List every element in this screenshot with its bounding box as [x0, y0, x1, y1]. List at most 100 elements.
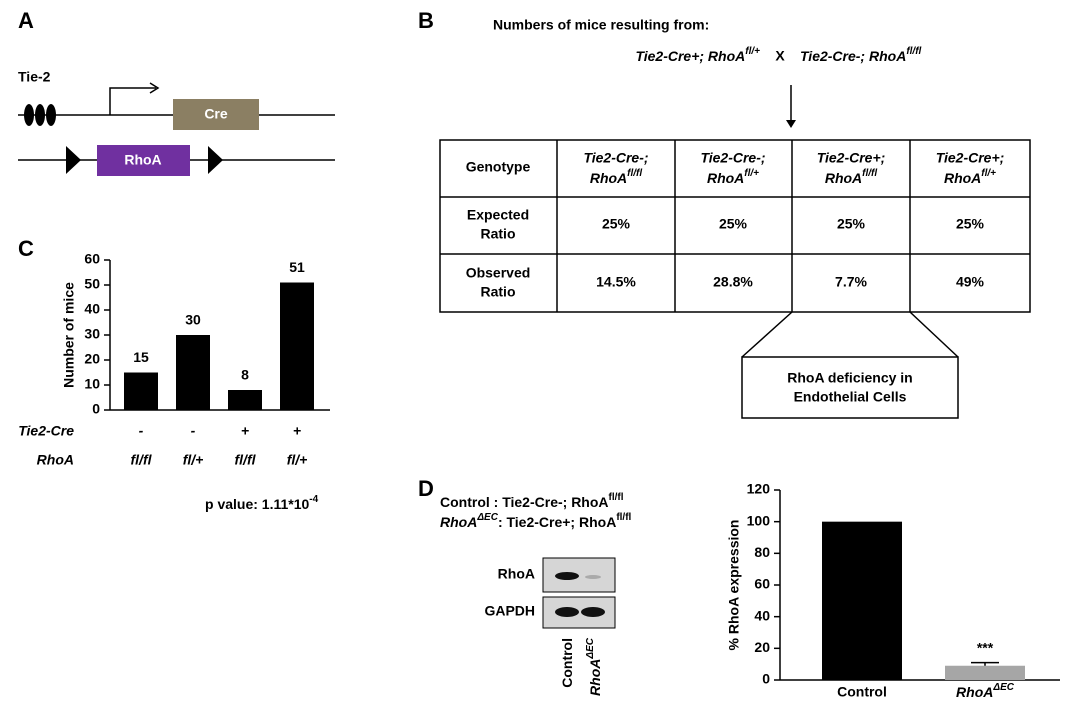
y-tick-label: 40 [754, 607, 770, 623]
bar [228, 390, 262, 410]
lane-label: Control [559, 638, 575, 688]
table-header: RhoAfl/fl [590, 168, 643, 186]
superscript: -4 [309, 494, 318, 505]
lane-label: RhoAΔEC [585, 637, 603, 696]
y-tick-label: 20 [754, 639, 770, 655]
data-label: 8 [241, 367, 249, 383]
tss-arrow [110, 88, 156, 115]
y-tick-label: 100 [747, 512, 771, 528]
band [555, 607, 579, 617]
x-tick-label: - [139, 423, 144, 439]
panel-label: C [18, 236, 34, 261]
row-name: Tie2-Cre [18, 423, 74, 439]
y-tick-label: 0 [92, 401, 100, 417]
row-label: Expected [467, 207, 529, 223]
table-header: Tie2-Cre+; [936, 150, 1005, 166]
text-part: : Tie2-Cre-; RhoA [490, 494, 609, 510]
data-label: 15 [133, 349, 149, 365]
text-part: RhoA [956, 684, 993, 700]
promoter-element [35, 104, 45, 126]
superscript: fl/fl [906, 46, 921, 57]
text-part: RhoA [440, 514, 477, 530]
panel-label: B [418, 8, 434, 33]
superscript: fl/+ [745, 46, 760, 57]
table-header: RhoAfl/fl [825, 168, 878, 186]
superscript: fl/+ [981, 168, 996, 179]
callout-text: Endothelial Cells [794, 389, 907, 405]
loxp-site [66, 146, 81, 174]
superscript: ΔEC [585, 637, 596, 659]
row-name: RhoA [37, 452, 74, 468]
bar [124, 373, 158, 411]
gene-label: Cre [204, 106, 228, 122]
bar [176, 335, 210, 410]
figure: ATie-2CreRhoABNumbers of mice resulting … [0, 0, 1072, 702]
x-tick-label: fl/+ [183, 452, 204, 468]
table-header: Tie2-Cre+; [817, 150, 886, 166]
band [555, 572, 579, 580]
cross-parent: Tie2-Cre-; RhoAfl/fl [800, 46, 922, 64]
bar [945, 666, 1025, 680]
legend-entry: Control : Tie2-Cre-; RhoAfl/fl [440, 492, 624, 510]
superscript: fl/fl [616, 512, 631, 523]
blot-rhoa [543, 558, 615, 592]
text-part: RhoA [587, 659, 603, 696]
y-axis-label: Number of mice [61, 282, 77, 388]
text-part: : Tie2-Cre+; RhoA [498, 514, 616, 530]
text-part: Control [440, 494, 490, 510]
row-label: Ratio [481, 226, 516, 242]
text-part: RhoA [590, 170, 627, 186]
table-header: RhoAfl/+ [707, 168, 759, 186]
y-tick-label: 30 [84, 326, 100, 342]
x-tick-label: + [293, 423, 301, 439]
superscript: ΔEC [992, 682, 1014, 693]
promoter-element [46, 104, 56, 126]
superscript: fl/fl [609, 492, 624, 503]
error-bar [971, 663, 999, 666]
y-tick-label: 120 [747, 481, 771, 497]
x-tick-label: Control [837, 684, 887, 700]
y-tick-label: 60 [754, 576, 770, 592]
blot-label: GAPDH [484, 603, 535, 619]
text-part: RhoA [707, 170, 744, 186]
bar [822, 522, 902, 680]
data-label: 51 [289, 259, 305, 275]
panel-title: Numbers of mice resulting from: [493, 17, 709, 33]
data-label: 30 [185, 312, 201, 328]
panel-label: A [18, 8, 34, 33]
superscript: fl/fl [627, 168, 642, 179]
superscript: fl/+ [744, 168, 759, 179]
table-cell: 28.8% [713, 274, 753, 290]
text-part: p value: 1.11*10 [205, 496, 310, 512]
table-cell: 49% [956, 274, 985, 290]
gene-label: RhoA [124, 152, 161, 168]
promoter-element [24, 104, 34, 126]
y-tick-label: 80 [754, 544, 770, 560]
y-axis-label: % RhoA expression [726, 520, 742, 651]
superscript: fl/fl [862, 168, 877, 179]
legend-entry: RhoAΔEC: Tie2-Cre+; RhoAfl/fl [440, 512, 632, 530]
text-part: RhoA [944, 170, 981, 186]
x-tick-label: fl/+ [287, 452, 308, 468]
superscript: ΔEC [476, 512, 498, 523]
text-part: RhoA [825, 170, 862, 186]
text-part: Control [559, 638, 575, 688]
y-tick-label: 60 [84, 251, 100, 267]
table-cell: 25% [719, 216, 748, 232]
y-tick-label: 40 [84, 301, 100, 317]
y-tick-label: 50 [84, 276, 100, 292]
significance: *** [977, 639, 994, 655]
cross-operator: X [775, 48, 785, 64]
table-cell: 14.5% [596, 274, 636, 290]
callout-text: RhoA deficiency in [787, 370, 913, 386]
table-cell: 25% [837, 216, 866, 232]
annotation: p value: 1.11*10-4 [205, 494, 319, 512]
x-tick-label: RhoAΔEC [956, 682, 1015, 700]
table-header: Tie2-Cre-; [700, 150, 765, 166]
row-label: Ratio [481, 284, 516, 300]
loxp-site [208, 146, 223, 174]
text-part: Tie2-Cre-; RhoA [800, 48, 906, 64]
table-cell: 25% [602, 216, 631, 232]
blot-label: RhoA [498, 566, 535, 582]
x-tick-label: fl/fl [235, 452, 257, 468]
